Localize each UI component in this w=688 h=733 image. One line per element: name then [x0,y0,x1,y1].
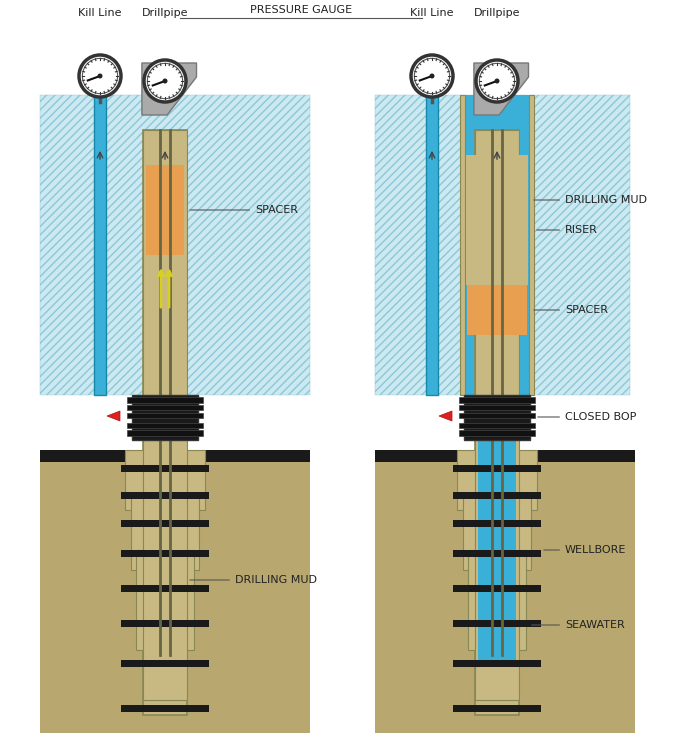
Bar [375,450,635,462]
Circle shape [162,78,167,84]
Bar [453,550,541,557]
Bar [453,620,541,627]
Bar [121,705,209,712]
Text: Kill Line: Kill Line [410,8,454,18]
Text: WELLBORE: WELLBORE [544,545,626,555]
Bar [40,450,310,733]
Bar [453,705,541,712]
Bar [121,585,209,592]
Bar [426,90,438,395]
Text: SPACER: SPACER [534,305,608,315]
Bar [466,155,528,285]
Circle shape [144,60,186,102]
Bar [121,465,209,472]
Bar [127,413,203,418]
Text: CLOSED BOP: CLOSED BOP [538,412,636,422]
Circle shape [83,59,118,94]
Bar [375,95,630,395]
Text: DRILLING MUD: DRILLING MUD [190,575,317,585]
Bar [463,495,531,570]
Circle shape [480,63,515,99]
Text: Drillpipe: Drillpipe [474,8,520,18]
Bar [453,585,541,592]
Text: RISER: RISER [537,225,598,235]
Circle shape [98,73,103,78]
Circle shape [476,60,518,102]
Bar [465,95,529,395]
Bar [375,450,635,733]
Bar [478,440,516,665]
Circle shape [414,59,450,94]
Bar [475,130,519,700]
Bar [121,550,209,557]
Text: Drillpipe: Drillpipe [142,8,189,18]
Bar [143,130,187,700]
Bar [468,550,526,650]
Polygon shape [474,63,528,115]
Bar [529,95,534,395]
Bar [127,397,203,403]
Circle shape [495,78,499,84]
Bar [475,130,519,715]
Bar [460,95,465,395]
Bar [459,413,535,418]
Bar [121,492,209,499]
Bar [121,620,209,627]
Text: SEAWATER: SEAWATER [532,620,625,630]
Bar [132,395,198,440]
Bar [136,550,194,650]
Bar [121,660,209,667]
Circle shape [147,63,182,99]
Circle shape [411,55,453,97]
Bar [143,130,187,715]
Polygon shape [142,63,197,115]
Bar [127,423,203,428]
Bar [457,450,537,510]
Bar [94,90,106,395]
Bar [459,397,535,403]
Bar [459,405,535,410]
Bar [146,165,184,255]
Circle shape [429,73,435,78]
Bar [40,450,310,462]
Bar [125,450,205,510]
Bar [131,495,199,570]
Polygon shape [439,411,452,421]
Bar [40,95,310,395]
Text: SPACER: SPACER [190,205,298,215]
Bar [459,423,535,428]
Bar [464,395,530,440]
Text: Kill Line: Kill Line [78,8,122,18]
Bar [467,285,527,335]
Bar [40,95,310,395]
Bar [453,520,541,527]
Circle shape [79,55,121,97]
Bar [121,520,209,527]
Bar [453,492,541,499]
Text: PRESSURE GAUGE: PRESSURE GAUGE [250,5,352,15]
Bar [453,660,541,667]
Bar [127,430,203,436]
Bar [453,465,541,472]
Bar [487,395,507,440]
Bar [375,95,630,395]
Bar [127,405,203,410]
Bar [459,430,535,436]
Polygon shape [107,411,120,421]
Text: DRILLING MUD: DRILLING MUD [534,195,647,205]
